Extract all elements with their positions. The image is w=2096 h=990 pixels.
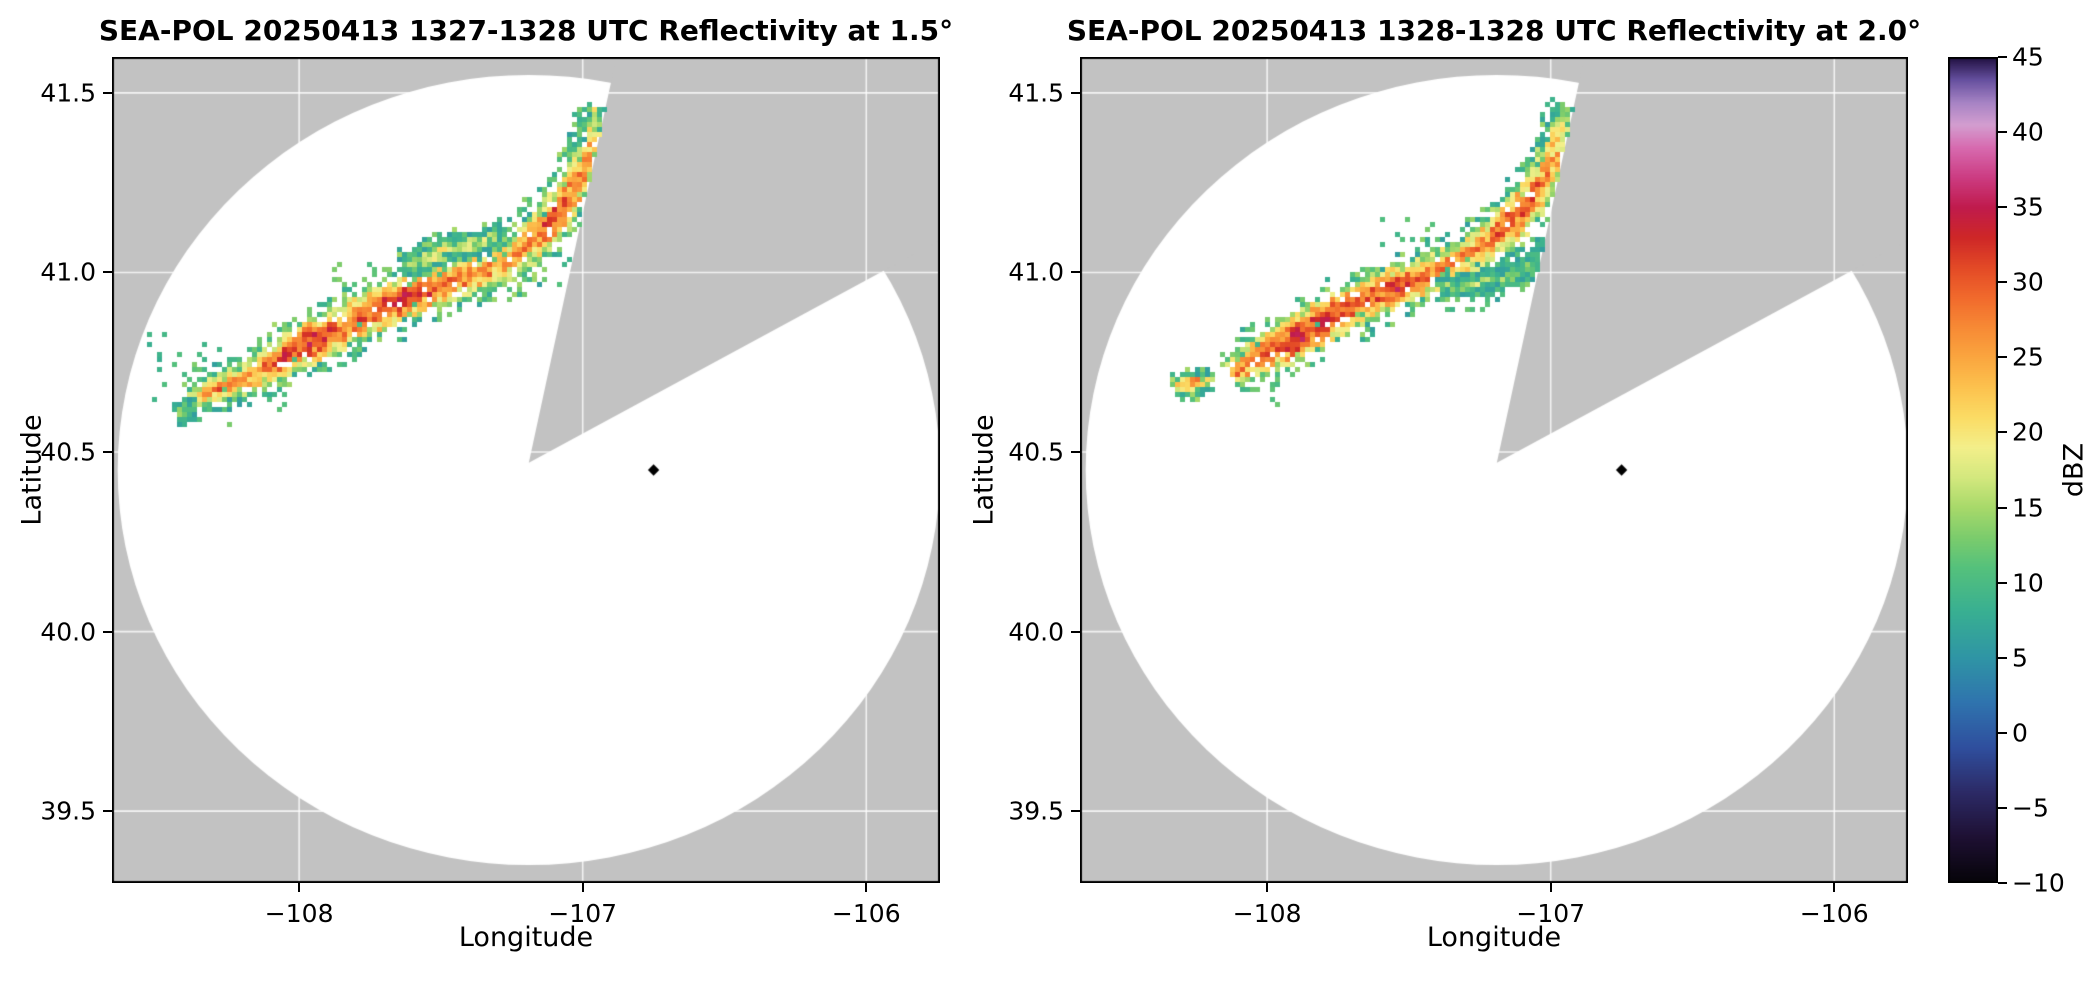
y-tick-label: 40.0 [1008, 617, 1064, 647]
y-tick-mark [1071, 451, 1080, 454]
x-tick-mark [581, 883, 584, 892]
y-tick-label: 39.5 [1008, 796, 1064, 826]
colorbar-tick-label: −10 [2012, 868, 2065, 898]
radar-ppi-plot-right [1080, 57, 1908, 883]
radar-ppi-plot-left [112, 57, 940, 883]
y-tick-mark [1071, 271, 1080, 274]
y-tick-label: 41.5 [40, 78, 96, 108]
colorbar-label: dBZ [2058, 442, 2090, 498]
y-tick-label: 40.5 [40, 437, 96, 467]
colorbar-tick-mark [1998, 731, 2007, 734]
colorbar-tick-label: 20 [2012, 417, 2044, 447]
y-tick-label: 40.5 [1008, 437, 1064, 467]
colorbar-tick-label: 25 [2012, 342, 2044, 372]
colorbar-gradient [1948, 57, 1998, 883]
colorbar-tick-label: 40 [2012, 117, 2044, 147]
x-tick-label: −106 [1799, 899, 1869, 928]
y-tick-mark [103, 630, 112, 633]
colorbar-tick-mark [1998, 506, 2007, 509]
x-tick-label: −107 [1516, 899, 1586, 928]
y-axis-label-right: Latitude [968, 414, 1000, 526]
y-tick-label: 41.0 [1008, 257, 1064, 287]
x-tick-mark [1833, 883, 1836, 892]
x-tick-label: −107 [548, 899, 618, 928]
x-axis-label-right: Longitude [1426, 922, 1562, 953]
y-axis-label-left: Latitude [16, 414, 48, 526]
x-tick-mark [298, 883, 301, 892]
colorbar-tick-mark [1998, 56, 2007, 58]
x-tick-mark [1266, 883, 1269, 892]
x-tick-mark [865, 883, 868, 892]
y-tick-mark [103, 451, 112, 454]
colorbar-tick-label: 0 [2012, 718, 2028, 748]
y-tick-label: 39.5 [40, 796, 96, 826]
colorbar-tick-label: 15 [2012, 493, 2044, 523]
colorbar-tick-label: 45 [2012, 42, 2044, 72]
x-tick-label: −108 [264, 899, 334, 928]
colorbar-tick-mark [1998, 882, 2007, 884]
colorbar-tick-mark [1998, 431, 2007, 434]
y-tick-mark [103, 271, 112, 274]
y-tick-label: 41.0 [40, 257, 96, 287]
y-tick-mark [103, 810, 112, 813]
x-axis-label-left: Longitude [458, 922, 594, 953]
x-tick-mark [1549, 883, 1552, 892]
colorbar-tick-mark [1998, 131, 2007, 134]
y-tick-label: 41.5 [1008, 78, 1064, 108]
colorbar-tick-mark [1998, 656, 2007, 659]
y-tick-mark [1071, 91, 1080, 94]
x-tick-label: −108 [1232, 899, 1302, 928]
colorbar-tick-mark [1998, 281, 2007, 284]
colorbar-tick-mark [1998, 206, 2007, 209]
colorbar-tick-label: 35 [2012, 192, 2044, 222]
panel-title-right: SEA-POL 20250413 1328-1328 UTC Reflectiv… [1066, 14, 1922, 47]
colorbar-tick-label: 5 [2012, 643, 2028, 673]
panel-title-left: SEA-POL 20250413 1327-1328 UTC Reflectiv… [98, 14, 954, 47]
y-tick-mark [1071, 810, 1080, 813]
colorbar-tick-mark [1998, 806, 2007, 809]
y-tick-mark [1071, 630, 1080, 633]
colorbar-tick-mark [1998, 581, 2007, 584]
colorbar-tick-mark [1998, 356, 2007, 359]
colorbar-tick-label: −5 [2012, 793, 2049, 823]
x-tick-label: −106 [831, 899, 901, 928]
colorbar-tick-label: 30 [2012, 267, 2044, 297]
y-tick-mark [103, 91, 112, 94]
colorbar-tick-label: 10 [2012, 568, 2044, 598]
y-tick-label: 40.0 [40, 617, 96, 647]
